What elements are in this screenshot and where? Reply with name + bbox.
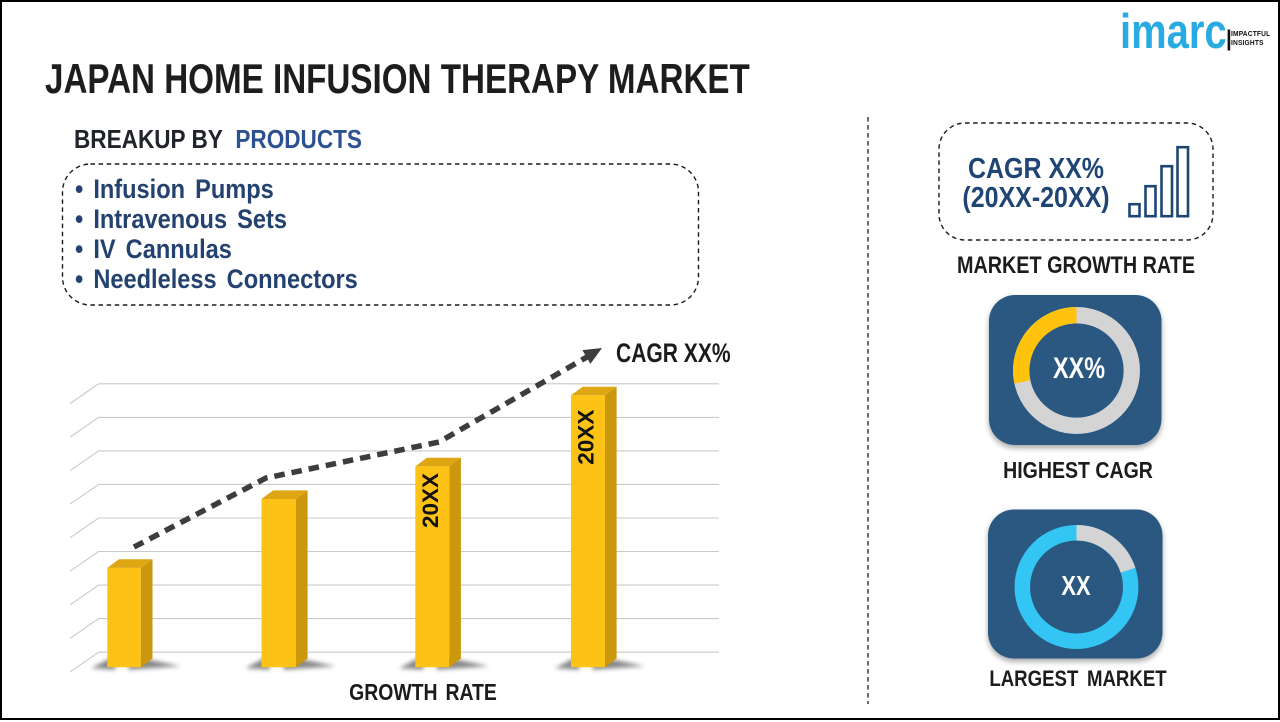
- svg-text:20XX: 20XX: [418, 473, 443, 528]
- svg-text:20XX: 20XX: [574, 410, 599, 465]
